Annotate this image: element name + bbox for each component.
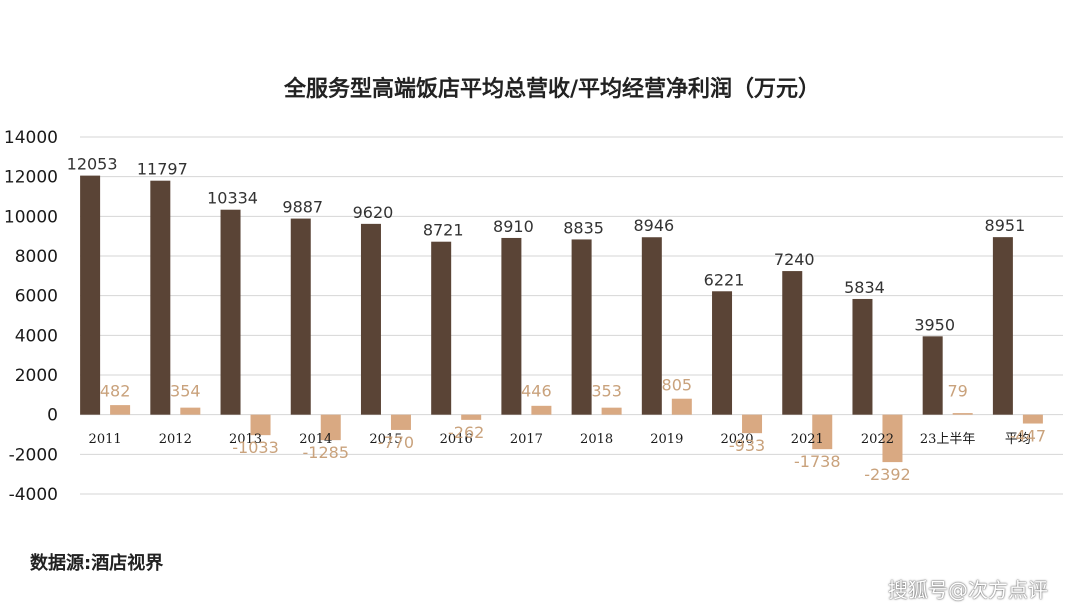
profit-bar <box>671 398 692 415</box>
x-tick-label: 2011 <box>89 432 122 447</box>
revenue-data-label: 3950 <box>914 315 955 334</box>
revenue-data-label: 9620 <box>353 203 394 222</box>
revenue-data-label: 10334 <box>207 189 258 208</box>
profit-data-label: -1033 <box>232 438 279 457</box>
revenue-data-label: 9887 <box>282 198 323 217</box>
revenue-data-label: 6221 <box>704 270 745 289</box>
profit-data-label: -770 <box>378 433 414 452</box>
x-tick-label: 2020 <box>720 432 753 447</box>
profit-data-label: 805 <box>662 376 693 395</box>
profit-data-label: 79 <box>947 382 967 401</box>
revenue-data-label: 8951 <box>985 216 1026 235</box>
profit-bar <box>250 414 271 436</box>
revenue-bar <box>501 237 522 415</box>
profit-data-label: 446 <box>521 382 552 401</box>
revenue-bar <box>571 239 592 415</box>
source-note: 数据源:酒店视界 <box>30 553 164 574</box>
revenue-bar <box>290 218 311 415</box>
x-tick-label: 2017 <box>510 432 543 447</box>
x-tick-label: 2014 <box>299 432 332 447</box>
profit-bar <box>812 414 833 450</box>
profit-bar <box>461 414 482 420</box>
y-tick-label: 14000 <box>4 128 58 148</box>
revenue-bar <box>431 241 452 415</box>
revenue-bar <box>922 336 943 415</box>
revenue-bar <box>782 271 803 415</box>
x-tick-label: 平均 <box>1005 432 1031 447</box>
profit-data-label: -2392 <box>864 465 911 484</box>
x-tick-label: 2016 <box>440 432 473 447</box>
gridlines <box>80 136 1063 495</box>
revenue-data-label: 8910 <box>493 217 534 236</box>
revenue-bar <box>641 237 662 415</box>
revenue-data-label: 7240 <box>774 250 815 269</box>
profit-data-label: 353 <box>591 382 622 401</box>
y-tick-label: 12000 <box>4 168 58 188</box>
profit-data-label: 354 <box>170 382 201 401</box>
x-tick-label: 2013 <box>229 432 262 447</box>
y-tick-label: 4000 <box>15 326 58 346</box>
profit-bar <box>110 405 131 415</box>
y-tick-label: 6000 <box>15 287 58 307</box>
profit-bar <box>952 413 973 415</box>
profit-data-label: -1285 <box>303 443 350 462</box>
profit-data-label: 482 <box>100 382 131 401</box>
profit-bar <box>390 414 411 430</box>
y-tick-label: -2000 <box>9 445 58 465</box>
y-tick-label: 2000 <box>15 366 58 386</box>
profit-bar <box>742 414 763 434</box>
revenue-data-label: 8946 <box>633 216 674 235</box>
profit-bar <box>180 407 201 415</box>
revenue-bar <box>712 291 733 415</box>
x-axis-ticks: 2011 2012 2013 2014 2015 2016 2017 2018 2019 2020… <box>89 432 1031 447</box>
revenue-bar <box>360 223 381 415</box>
y-tick-label: 8000 <box>15 247 58 267</box>
revenue-data-label: 12053 <box>67 155 118 174</box>
bars <box>80 175 1043 463</box>
profit-bar <box>320 414 341 441</box>
revenue-bar <box>80 175 101 415</box>
profit-data-label: -1738 <box>794 452 841 471</box>
revenue-data-label: 8835 <box>563 218 604 237</box>
profit-data-label: -262 <box>448 423 484 442</box>
revenue-bar <box>220 209 241 415</box>
profit-bar <box>1022 414 1043 424</box>
profit-data-label: -447 <box>1010 427 1046 446</box>
revenue-data-label: 5834 <box>844 278 885 297</box>
profit-bar <box>601 407 622 415</box>
x-tick-label: 2019 <box>650 432 683 447</box>
x-tick-label: 2022 <box>861 432 894 447</box>
y-tick-label: 10000 <box>4 207 58 227</box>
x-tick-label: 2012 <box>159 432 192 447</box>
profit-bar <box>531 405 552 415</box>
revenue-bar <box>852 298 873 415</box>
chart-title: 全服务型高端饭店平均总营收/平均经营净利润（万元） <box>283 76 820 102</box>
profit-bar <box>882 414 903 463</box>
x-tick-label: 2015 <box>369 432 402 447</box>
revenue-data-label: 11797 <box>137 160 188 179</box>
y-tick-label: -4000 <box>9 485 58 505</box>
x-tick-label: 2021 <box>791 432 824 447</box>
y-tick-label: 0 <box>47 406 58 426</box>
watermark: 搜狐号@次方点评 <box>888 578 1048 602</box>
x-tick-label: 2018 <box>580 432 613 447</box>
revenue-data-label: 8721 <box>423 221 464 240</box>
revenue-bar <box>992 237 1013 415</box>
revenue-bar <box>150 180 171 415</box>
y-axis-ticks: 14000 12000 10000 8000 6000 4000 2000 0 -2000 -40… <box>4 128 58 505</box>
profit-data-label: -933 <box>729 436 765 455</box>
data-labels: 12053 482 11797 354 10334 -1033 9887 -1285 9620 -… <box>67 155 1046 484</box>
x-tick-label: 23上半年 <box>920 432 976 447</box>
